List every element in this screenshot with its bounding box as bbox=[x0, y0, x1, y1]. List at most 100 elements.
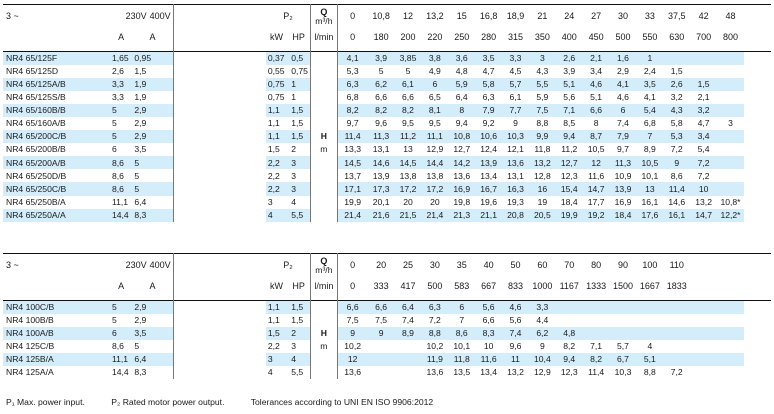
head-value bbox=[636, 300, 664, 314]
current-230v: 3,3 bbox=[109, 77, 133, 91]
head-value: 7,2 bbox=[697, 170, 710, 181]
q-label: Q bbox=[320, 256, 328, 266]
head-value: 21,3 bbox=[448, 208, 476, 222]
head-value: 4,3 bbox=[536, 65, 549, 76]
power-hp: 1 bbox=[291, 92, 296, 103]
head-value: 5,5 bbox=[528, 77, 556, 91]
head-value bbox=[717, 130, 744, 144]
head-value: 5,6 bbox=[509, 314, 522, 325]
pump-model: NR4 65/200C/B bbox=[3, 130, 110, 144]
head-value: 9,7 bbox=[346, 118, 359, 129]
head-value: 4,3 bbox=[663, 103, 691, 117]
head-value: 12,3 bbox=[560, 170, 578, 181]
head-value: 4,6 bbox=[617, 92, 629, 103]
p2-label: P₂ bbox=[283, 11, 293, 21]
head-value bbox=[582, 300, 610, 314]
head-value: 13,3 bbox=[344, 144, 362, 155]
head-value bbox=[609, 300, 637, 314]
head-value: 10,3 bbox=[614, 367, 632, 378]
head-value bbox=[663, 314, 690, 327]
current-230v: 5 bbox=[111, 314, 117, 325]
head-value: 8 bbox=[593, 118, 599, 129]
current-230v: 3,3 bbox=[111, 92, 124, 103]
power-hp: 3 bbox=[287, 156, 311, 170]
flow-lmin-value: 180 bbox=[373, 31, 389, 42]
power-kw: 3 bbox=[265, 352, 288, 366]
head-value bbox=[717, 169, 744, 182]
power-hp: 1,5 bbox=[287, 130, 311, 144]
head-value: 14,6 bbox=[367, 156, 395, 170]
footnote: P₁ Max. power input. P₂ Rated motor powe… bbox=[6, 397, 457, 407]
pump-row: NR4 65/200B/B 6 3,5 1,5 2 m 13,3 13,1 13 12,9 12,7… bbox=[3, 143, 771, 157]
head-value bbox=[717, 182, 744, 196]
power-hp: 3 bbox=[291, 341, 296, 352]
head-value bbox=[395, 340, 422, 353]
head-value: 4,8 bbox=[455, 65, 468, 76]
head-value: 13,2 bbox=[507, 367, 524, 378]
head-value bbox=[717, 91, 744, 104]
head-value: 3,2 bbox=[670, 92, 683, 103]
spacer bbox=[310, 182, 338, 196]
pump-row: NR4 65/125A/B 3,3 1,9 0,75 1 6,3 6,2 6,1 6 5,9 5,8… bbox=[3, 77, 771, 91]
head-value: 12,2* bbox=[717, 208, 744, 222]
pump-model: NR4 65/125F bbox=[3, 51, 110, 65]
head-value: 5,3 bbox=[663, 130, 691, 144]
pump-model: NR4 125B/A bbox=[3, 352, 110, 366]
head-value: 12,9 bbox=[534, 367, 551, 378]
head-value: 11,8 bbox=[448, 352, 476, 366]
amp-unit-400: A bbox=[149, 31, 156, 42]
head-value: 6,7 bbox=[609, 352, 637, 366]
head-value bbox=[394, 352, 422, 366]
flow-lmin-value: 550 bbox=[642, 31, 658, 42]
head-value: 6,3 bbox=[337, 77, 368, 91]
current-400v: 5 bbox=[134, 341, 140, 352]
current-400v: 0,95 bbox=[132, 51, 174, 65]
head-value: 19,3 bbox=[507, 196, 524, 207]
spacer bbox=[310, 156, 338, 170]
flow-m3h-value: 50 bbox=[510, 260, 521, 270]
head-value: 17,3 bbox=[367, 182, 395, 196]
head-value: 19,9 bbox=[344, 196, 362, 207]
head-value: 7,5 bbox=[375, 314, 388, 325]
head-value: 8,7 bbox=[582, 130, 610, 144]
kw-unit: kW bbox=[270, 31, 284, 42]
head-value: 13,1 bbox=[372, 144, 390, 155]
head-value bbox=[717, 300, 744, 314]
head-value: 11,4 bbox=[588, 367, 605, 378]
head-value: 9,7 bbox=[617, 144, 629, 155]
flow-lmin-value: 200 bbox=[400, 31, 416, 42]
pump-model: NR4 65/250C/B bbox=[3, 182, 110, 196]
power-hp: 3 bbox=[287, 182, 311, 196]
pump-row: NR4 65/200C/B 5 2,9 1,1 1,5 H 11,4 11,3 11,2 11,1… bbox=[3, 130, 771, 144]
head-value: 10,8* bbox=[720, 196, 741, 207]
head-value: 6,8 bbox=[643, 118, 656, 129]
head-value: 10,3 bbox=[502, 130, 529, 144]
spacer bbox=[310, 195, 338, 209]
spacer bbox=[310, 103, 338, 117]
head-value: 11,6 bbox=[475, 352, 503, 366]
head-value: 2,1 bbox=[582, 51, 610, 65]
pump-row: NR4 100A/B 6 3,5 1,5 2 H 9 9 8,9 8,8 8,6 8,3 7,4 6,2 4… bbox=[3, 326, 771, 340]
amp-unit-400: A bbox=[149, 280, 156, 291]
head-value: 12,8 bbox=[534, 170, 551, 181]
current-230v: 2,6 bbox=[111, 65, 124, 76]
head-value: 13,9 bbox=[372, 170, 390, 181]
head-value: 13,6 bbox=[426, 367, 444, 378]
head-value: 19 bbox=[537, 196, 548, 207]
head-value bbox=[663, 352, 691, 366]
flow-lmin-value: 833 bbox=[507, 280, 524, 291]
voltage-400: 400V bbox=[149, 11, 171, 21]
head-value: 11,3 bbox=[609, 156, 637, 170]
p2-header: P₂ bbox=[266, 254, 311, 282]
head-value: 3 bbox=[728, 118, 733, 129]
head-value: 7,1 bbox=[555, 103, 583, 117]
spacer bbox=[172, 339, 266, 353]
head-value bbox=[367, 352, 395, 366]
flow-m3h-value: 15 bbox=[456, 11, 467, 21]
head-value: 7,7 bbox=[502, 103, 529, 117]
flow-m3h-value: 27 bbox=[591, 11, 602, 21]
head-value: 3,6 bbox=[448, 51, 476, 65]
head-value bbox=[717, 352, 744, 366]
